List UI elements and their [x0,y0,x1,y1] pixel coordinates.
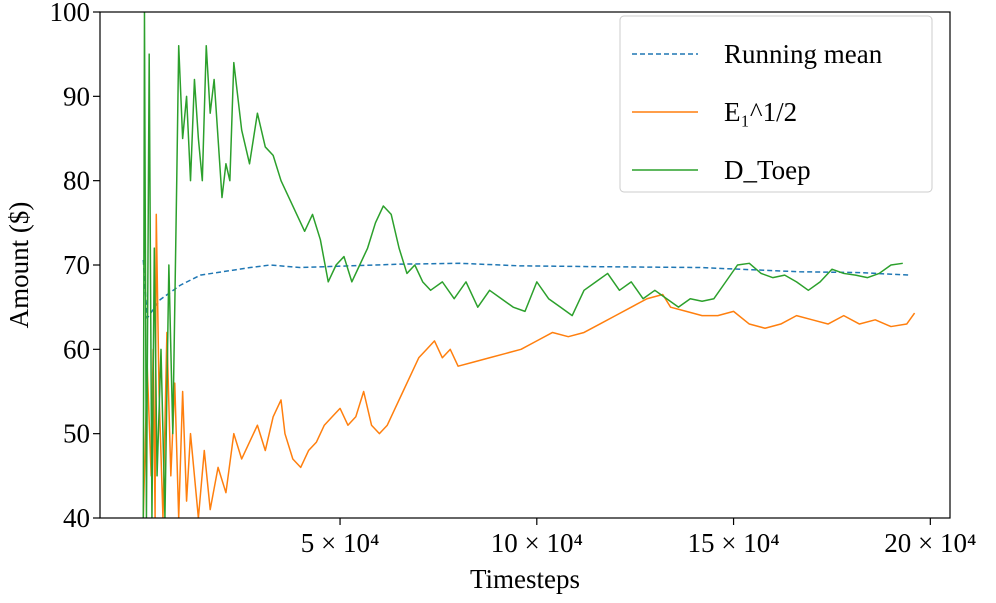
y-tick-label: 90 [63,81,90,111]
y-axis-label: Amount ($) [4,202,34,329]
x-axis-label: Timesteps [470,564,580,594]
y-tick-label: 40 [63,503,90,533]
y-tick-label: 50 [63,419,90,449]
series-line [142,259,910,319]
y-tick-label: 100 [50,0,91,27]
plot-frame [99,11,951,519]
x-tick-label: 10 × 10⁴ [491,528,583,558]
x-tick-label: 15 × 10⁴ [687,528,779,558]
legend-label: Running mean [724,39,883,69]
legend-label: E₁^1/2 [724,97,797,127]
y-tick-label: 70 [63,250,90,280]
y-tick-label: 60 [63,334,90,364]
plot-lines [142,12,916,518]
legend-box [619,15,933,193]
legend-label: D_Toep [724,155,811,185]
x-tick-label: 5 × 10⁴ [301,528,380,558]
x-tick-label: 20 × 10⁴ [884,528,976,558]
series-line [142,213,916,518]
series-line [142,12,903,518]
y-tick-label: 80 [63,166,90,196]
